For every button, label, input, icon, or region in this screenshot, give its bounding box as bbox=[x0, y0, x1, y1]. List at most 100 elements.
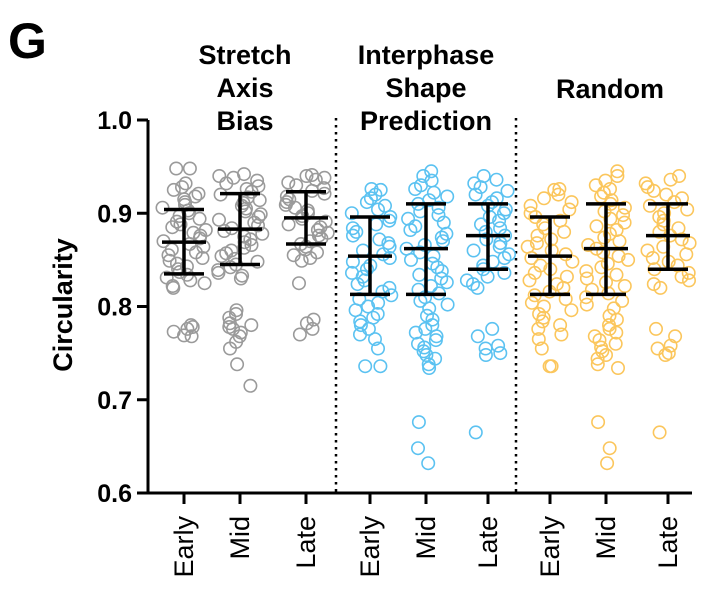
data-point bbox=[523, 206, 538, 221]
data-point bbox=[672, 169, 687, 184]
data-point bbox=[610, 360, 625, 375]
data-point bbox=[558, 247, 573, 262]
data-point bbox=[535, 314, 550, 329]
data-point bbox=[554, 327, 569, 342]
data-point bbox=[403, 252, 418, 267]
data-points bbox=[155, 161, 697, 471]
data-point bbox=[522, 273, 537, 288]
data-point bbox=[370, 202, 385, 217]
data-point bbox=[482, 210, 497, 225]
data-point bbox=[553, 318, 568, 333]
data-point bbox=[350, 277, 365, 292]
data-point bbox=[363, 191, 378, 206]
data-point bbox=[294, 253, 309, 268]
data-point bbox=[659, 187, 674, 202]
data-point bbox=[416, 169, 431, 184]
data-point bbox=[564, 303, 579, 318]
data-point bbox=[358, 359, 373, 374]
data-point bbox=[497, 265, 512, 280]
data-point bbox=[579, 271, 594, 286]
data-point bbox=[244, 318, 259, 333]
x-tick-label: Mid bbox=[411, 516, 441, 560]
data-point bbox=[172, 264, 187, 279]
data-point bbox=[542, 359, 557, 374]
data-point bbox=[166, 182, 181, 197]
group-title-line: Bias bbox=[216, 106, 273, 136]
data-point bbox=[667, 195, 682, 210]
data-point bbox=[579, 290, 594, 305]
data-point bbox=[562, 202, 577, 217]
data-point bbox=[595, 344, 610, 359]
x-tick-label: Late bbox=[473, 516, 503, 569]
data-point bbox=[184, 329, 199, 344]
data-point bbox=[653, 280, 668, 295]
data-point bbox=[155, 200, 170, 215]
data-point bbox=[377, 198, 392, 213]
data-point bbox=[403, 223, 418, 238]
y-tick-label: 1.0 bbox=[97, 107, 132, 135]
data-point bbox=[367, 332, 382, 347]
data-point bbox=[180, 321, 195, 336]
data-point bbox=[485, 321, 500, 336]
data-point bbox=[681, 265, 696, 280]
data-point bbox=[439, 275, 454, 290]
data-point bbox=[359, 195, 374, 210]
data-point bbox=[642, 198, 657, 213]
data-point bbox=[646, 183, 661, 198]
data-point bbox=[243, 378, 258, 393]
data-point bbox=[223, 341, 238, 356]
data-point bbox=[531, 332, 546, 347]
data-point bbox=[372, 232, 387, 247]
data-point bbox=[299, 169, 314, 184]
data-point bbox=[219, 176, 234, 191]
data-point bbox=[197, 276, 212, 291]
data-point bbox=[424, 164, 439, 179]
data-point bbox=[589, 219, 604, 234]
data-point bbox=[529, 236, 544, 251]
data-point bbox=[615, 293, 630, 308]
data-point bbox=[421, 456, 436, 471]
data-point bbox=[178, 176, 193, 191]
data-point bbox=[663, 172, 678, 187]
data-point bbox=[602, 441, 617, 456]
data-point bbox=[287, 200, 302, 215]
data-point bbox=[182, 161, 197, 176]
data-point bbox=[184, 318, 199, 333]
data-point bbox=[291, 276, 306, 291]
data-point bbox=[192, 211, 207, 226]
data-point bbox=[652, 210, 667, 225]
data-point bbox=[412, 267, 427, 282]
axes: 0.6 0.7 0.8 0.9 1.0 Early Mid Late Early Mid Late E… bbox=[97, 107, 692, 578]
data-point bbox=[492, 213, 507, 228]
data-point bbox=[612, 234, 627, 249]
group-title-line: Prediction bbox=[360, 106, 492, 136]
data-point bbox=[681, 273, 696, 288]
data-point bbox=[177, 328, 192, 343]
group-title-line: Stretch bbox=[198, 40, 291, 70]
data-point bbox=[615, 208, 630, 223]
data-point bbox=[496, 206, 511, 221]
x-tick-label: Late bbox=[653, 516, 683, 569]
data-point bbox=[466, 243, 481, 258]
data-point bbox=[524, 251, 539, 266]
data-point bbox=[440, 189, 455, 204]
data-point bbox=[165, 220, 180, 235]
data-point bbox=[478, 341, 493, 356]
data-point bbox=[596, 185, 611, 200]
y-tick-label: 0.7 bbox=[97, 387, 132, 415]
data-point bbox=[648, 321, 663, 336]
data-point bbox=[608, 336, 623, 351]
data-point bbox=[552, 182, 567, 197]
data-point bbox=[281, 217, 296, 232]
data-point bbox=[382, 213, 397, 228]
y-axis-label: Circularity bbox=[48, 238, 78, 372]
group-title-line: Interphase bbox=[358, 40, 495, 70]
data-point bbox=[551, 187, 566, 202]
x-tick-label: Late bbox=[291, 516, 321, 569]
data-point bbox=[674, 232, 689, 247]
data-point bbox=[212, 169, 227, 184]
data-point bbox=[303, 251, 318, 266]
data-point bbox=[408, 182, 423, 197]
data-point bbox=[658, 347, 673, 362]
data-point bbox=[161, 248, 176, 263]
